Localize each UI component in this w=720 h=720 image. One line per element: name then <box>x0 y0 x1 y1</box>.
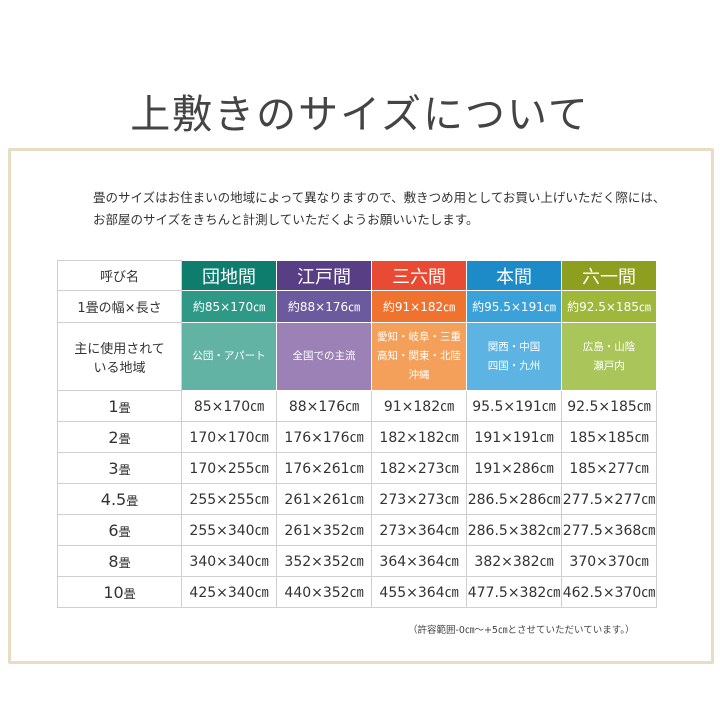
intro-line: 畳のサイズはお住まいの地域によって異なりますので、敷きつめ用としてお買い上げいた… <box>93 190 666 205</box>
table-row: 6畳 255×340㎝ 261×352㎝ 273×364㎝ 286.5×382㎝ 277.… <box>57 514 657 546</box>
table-row: 1畳 85×170㎝ 88×176㎝ 91×182㎝ 95.5×191㎝ 92.5×185… <box>57 390 657 422</box>
size-cell: 191×191㎝ <box>466 421 562 453</box>
size-cell: 277.5×368㎝ <box>561 514 657 546</box>
column-header: 三六間 <box>371 260 467 291</box>
table-row: 4.5畳 255×255㎝ 261×261㎝ 273×273㎝ 286.5×286㎝ 27… <box>57 483 657 515</box>
column-header: 団地間 <box>181 260 277 291</box>
column-region: 関西・中国 四国・九州 <box>466 322 562 391</box>
label-region: 主に使用されて いる地域 <box>57 322 182 391</box>
size-cell: 352×352㎝ <box>276 545 372 577</box>
row-label: 2畳 <box>57 421 182 453</box>
column-size: 約92.5×185㎝ <box>561 290 657 323</box>
row-label: 1畳 <box>57 390 182 422</box>
size-cell: 286.5×382㎝ <box>466 514 562 546</box>
size-cell: 425×340㎝ <box>181 576 277 608</box>
size-cell: 95.5×191㎝ <box>466 390 562 422</box>
size-cell: 191×286㎝ <box>466 452 562 484</box>
size-cell: 261×352㎝ <box>276 514 372 546</box>
row-label: 6畳 <box>57 514 182 546</box>
column-size: 約85×170㎝ <box>181 290 277 323</box>
page-title: 上敷きのサイズについて <box>130 92 590 138</box>
size-cell: 255×340㎝ <box>181 514 277 546</box>
intro-line: お部屋のサイズをきちんと計測していただくようお願いいたします。 <box>93 212 479 227</box>
size-cell: 182×182㎝ <box>371 421 467 453</box>
size-cell: 477.5×382㎝ <box>466 576 562 608</box>
row-label: 3畳 <box>57 452 182 484</box>
tolerance-note: （許容範囲-0㎝～+5㎝とさせていただいています。） <box>408 625 635 636</box>
size-cell: 170×255㎝ <box>181 452 277 484</box>
size-cell: 440×352㎝ <box>276 576 372 608</box>
size-table: 呼び名 団地間 江戸間 三六間 本間 六一間 1畳の幅×長さ 約85×170㎝ 約88×176… <box>57 260 657 608</box>
row-label: 8畳 <box>57 545 182 577</box>
frame-border <box>8 148 714 664</box>
size-cell: 176×261㎝ <box>276 452 372 484</box>
size-cell: 261×261㎝ <box>276 483 372 515</box>
size-cell: 185×277㎝ <box>561 452 657 484</box>
row-label: 10畳 <box>57 576 182 608</box>
size-cell: 455×364㎝ <box>371 576 467 608</box>
column-region: 公団・アパート <box>181 322 277 391</box>
column-region: 広島・山陰 瀬戸内 <box>561 322 657 391</box>
size-cell: 462.5×370㎝ <box>561 576 657 608</box>
size-cell: 176×176㎝ <box>276 421 372 453</box>
size-cell: 382×382㎝ <box>466 545 562 577</box>
table-row: 2畳 170×170㎝ 176×176㎝ 182×182㎝ 191×191㎝ 185×18… <box>57 421 657 453</box>
size-cell: 277.5×277㎝ <box>561 483 657 515</box>
size-cell: 92.5×185㎝ <box>561 390 657 422</box>
intro-text: 畳のサイズはお住まいの地域によって異なりますので、敷きつめ用としてお買い上げいた… <box>93 187 665 231</box>
table-row: 8畳 340×340㎝ 352×352㎝ 364×364㎝ 382×382㎝ 370×37… <box>57 545 657 577</box>
size-cell: 370×370㎝ <box>561 545 657 577</box>
size-cell: 255×255㎝ <box>181 483 277 515</box>
table-row: 10畳 425×340㎝ 440×352㎝ 455×364㎝ 477.5×382㎝ 462… <box>57 576 657 608</box>
size-cell: 273×364㎝ <box>371 514 467 546</box>
row-label: 4.5畳 <box>57 483 182 515</box>
size-cell: 286.5×286㎝ <box>466 483 562 515</box>
size-cell: 88×176㎝ <box>276 390 372 422</box>
column-size: 約91×182㎝ <box>371 290 467 323</box>
column-size: 約95.5×191㎝ <box>466 290 562 323</box>
size-cell: 91×182㎝ <box>371 390 467 422</box>
column-header: 本間 <box>466 260 562 291</box>
size-cell: 340×340㎝ <box>181 545 277 577</box>
column-size: 約88×176㎝ <box>276 290 372 323</box>
label-name: 呼び名 <box>57 260 182 291</box>
size-cell: 85×170㎝ <box>181 390 277 422</box>
size-cell: 170×170㎝ <box>181 421 277 453</box>
column-region: 愛知・岐阜・三重 高知・関東・北陸 沖縄 <box>371 322 467 391</box>
label-width: 1畳の幅×長さ <box>57 290 182 323</box>
size-cell: 364×364㎝ <box>371 545 467 577</box>
column-region: 全国での主流 <box>276 322 372 391</box>
size-cell: 273×273㎝ <box>371 483 467 515</box>
table-row: 3畳 170×255㎝ 176×261㎝ 182×273㎝ 191×286㎝ 185×27… <box>57 452 657 484</box>
size-cell: 185×185㎝ <box>561 421 657 453</box>
column-header: 江戸間 <box>276 260 372 291</box>
size-cell: 182×273㎝ <box>371 452 467 484</box>
column-header: 六一間 <box>561 260 657 291</box>
